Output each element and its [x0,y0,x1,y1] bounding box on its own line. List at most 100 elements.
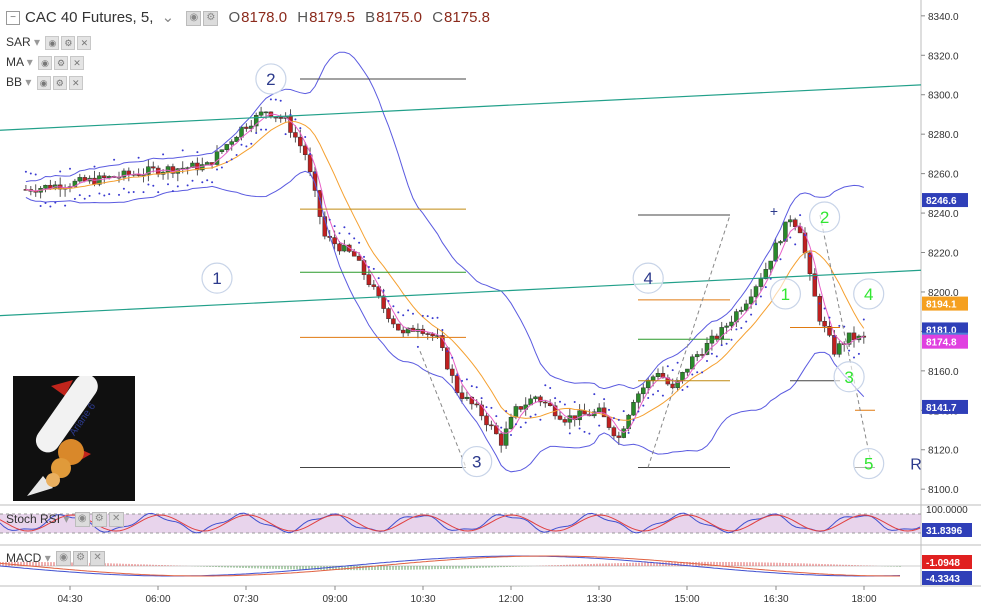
sar-dot [235,153,238,156]
candle [234,136,239,142]
sar-dot [657,390,659,393]
candle [454,375,460,394]
indicator-sar[interactable]: SAR ▾ ◉ ⚙ ✕ [6,35,92,50]
gear-icon[interactable]: ⚙ [54,55,69,70]
sar-dot [710,352,713,355]
candle [822,320,827,327]
sar-dot [382,289,385,292]
symbol-title[interactable]: CAC 40 Futures, 5, [25,9,154,26]
sar-dot [598,424,601,427]
y-tick-label: 8120.0 [928,446,959,457]
close-icon[interactable]: ✕ [90,551,106,567]
sar-dot [250,142,253,145]
close-icon[interactable]: ✕ [77,35,92,50]
projection-line [819,214,873,468]
stoch-rsi-label[interactable]: Stoch RSI ▾ ◉ ⚙ ✕ [6,512,124,528]
indicator-bb[interactable]: BB ▾ ◉ ⚙ ✕ [6,75,83,90]
sar-dot [505,410,508,413]
chevron-down-icon[interactable]: ▾ [26,55,33,69]
candle [371,284,377,287]
sar-dot [549,387,552,390]
y-tick-label: 8160.0 [928,367,959,378]
sar-dot [402,314,405,317]
sar-dot [171,190,174,193]
indicator-ma[interactable]: MA ▾ ◉ ⚙ ✕ [6,55,85,70]
candle [778,241,783,244]
candle [376,286,381,297]
sar-dot [274,98,277,101]
price-tag-label: 8181.0 [926,325,957,336]
candle [337,243,342,252]
candle [293,132,298,138]
ohlc-close-key: C [432,9,444,26]
sar-dot [461,379,463,382]
candle [229,141,234,145]
candle [851,332,857,341]
candle [396,323,401,331]
collapse-icon[interactable]: − [6,11,20,26]
sar-dot [671,369,674,372]
sar-dot [720,344,723,347]
sar-dot [24,170,27,173]
sar-dot [696,371,699,374]
close-icon[interactable]: ✕ [68,75,83,90]
sar-dot [612,417,615,420]
sar-dot [750,313,753,316]
candle [807,252,813,274]
bollinger-upper [25,51,864,390]
gear-icon[interactable]: ⚙ [61,35,76,50]
wave-label: 4 [864,285,873,304]
close-icon[interactable]: ✕ [108,512,124,528]
sar-dot [211,181,214,184]
sar-dot [769,277,772,280]
sar-dot [637,410,640,413]
ohlc-high: H8179.5 [297,9,355,26]
trend-line-lower [0,269,922,317]
eye-icon[interactable]: ◉ [56,551,72,567]
eye-icon[interactable]: ◉ [45,35,60,50]
sar-dot [715,355,718,358]
stoch-rsi-d [0,514,921,532]
candle [719,327,724,339]
candle [474,403,479,406]
eye-icon[interactable]: ◉ [38,55,53,70]
sar-dot [260,128,263,131]
gear-icon[interactable]: ⚙ [52,75,67,90]
candle [43,184,48,189]
close-icon[interactable]: ✕ [70,55,85,70]
candle [611,427,617,437]
wave-label: 2 [820,208,829,227]
chevron-down-icon[interactable]: ⌄ [161,9,175,26]
sar-dot [191,179,194,182]
sar-dot [279,99,282,102]
rocket-body [35,376,98,453]
chevron-down-icon[interactable]: ▾ [44,551,51,565]
sar-dot [157,191,160,194]
sar-dot [622,410,625,413]
gear-icon[interactable]: ⚙ [91,512,107,528]
chevron-down-icon[interactable]: ▾ [63,512,70,526]
sar-dot [122,187,125,190]
candle [645,379,651,389]
x-tick-label: 07:30 [233,594,258,605]
eye-icon[interactable]: ◉ [74,512,90,528]
candle [768,260,773,270]
sar-dot [573,401,576,404]
chevron-down-icon[interactable]: ▾ [34,35,41,49]
eye-icon[interactable]: ◉ [36,75,51,90]
chevron-down-icon[interactable]: ▾ [25,75,32,89]
bollinger-lower [25,170,865,473]
gear-icon[interactable]: ⚙ [73,551,89,567]
gear-icon[interactable]: ⚙ [203,10,219,26]
eye-icon[interactable]: ◉ [186,10,202,26]
candle [518,406,524,410]
x-tick-label: 09:00 [322,594,347,605]
candle [655,373,661,377]
candle [621,428,626,438]
sar-dot [818,302,821,305]
sar-dot [544,384,547,387]
candle [631,402,636,416]
macd-label[interactable]: MACD ▾ ◉ ⚙ ✕ [6,551,106,567]
sar-dot [632,419,635,422]
